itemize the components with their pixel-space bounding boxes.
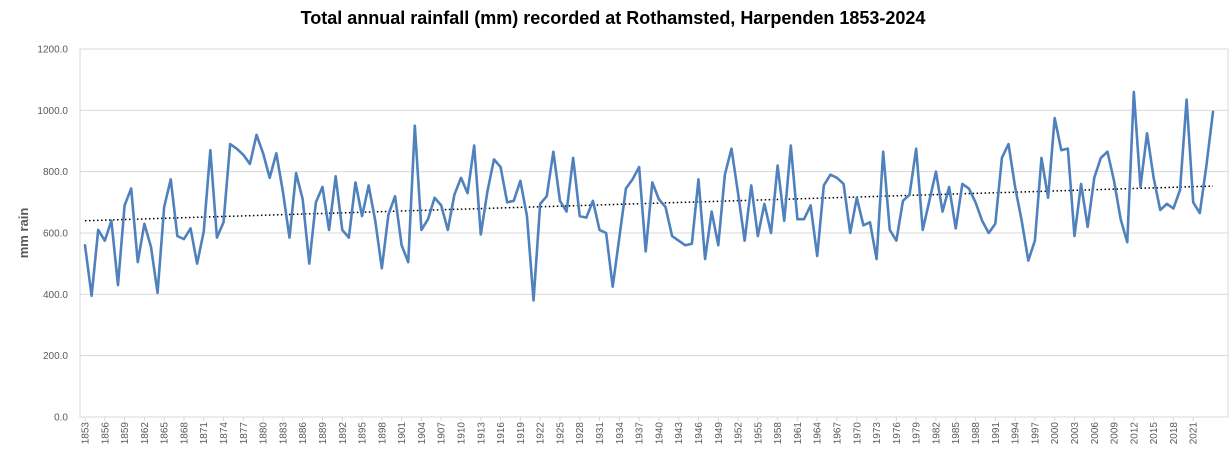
x-tick-label: 2003 [1070,422,1081,445]
x-tick-label: 1949 [714,422,725,445]
x-tick-label: 1892 [338,422,349,445]
y-axis-ticks: 0.0 200.0 400.0 600.0 800.0 1000.0 1200.0 [37,45,68,424]
x-tick-label: 1856 [100,422,111,445]
x-tick-label: 1853 [81,422,92,445]
x-tick-label: 2021 [1189,422,1200,445]
x-tick-label: 1940 [654,422,665,445]
y-axis-label: mm rain [16,208,31,259]
chart-title: Total annual rainfall (mm) recorded at R… [300,8,926,28]
x-tick-label: 1880 [259,422,270,445]
x-tick-label: 1862 [140,422,151,445]
x-tick-label: 1946 [694,422,705,445]
y-tick-label: 800.0 [43,167,68,178]
y-tick-label: 1200.0 [37,45,68,56]
x-tick-label: 2000 [1050,422,1061,445]
x-tick-label: 1865 [160,422,171,445]
x-tick-label: 1991 [991,422,1002,445]
x-tick-label: 1910 [457,422,468,445]
x-tick-label: 1937 [635,422,646,445]
x-tick-label: 1970 [852,422,863,445]
x-tick-label: 2012 [1129,422,1140,445]
x-tick-label: 1982 [931,422,942,445]
x-tick-label: 1898 [377,422,388,445]
y-tick-label: 600.0 [43,229,68,240]
x-tick-label: 1931 [595,422,606,445]
series-layer [83,90,1215,302]
x-tick-label: 1877 [239,422,250,445]
x-tick-label: 1952 [734,422,745,445]
x-tick-label: 1919 [516,422,527,445]
x-tick-label: 1958 [773,422,784,445]
x-axis-ticks: 1853 1856 1859 1862 1865 1868 1871 1874 1877 1880… [81,417,1200,444]
x-tick-label: 2015 [1149,422,1160,445]
x-tick-label: 1913 [476,422,487,445]
x-tick-label: 1871 [199,422,210,445]
x-tick-label: 1928 [575,422,586,445]
x-tick-label: 1895 [358,422,369,445]
x-tick-label: 1925 [555,422,566,445]
x-tick-label: 1886 [298,422,309,445]
x-tick-label: 1973 [872,422,883,445]
x-tick-label: 1868 [179,422,190,445]
x-tick-label: 1985 [951,422,962,445]
x-tick-label: 1889 [318,422,329,445]
y-tick-label: 400.0 [43,290,68,301]
series-line [83,90,1215,302]
x-tick-label: 1901 [397,422,408,445]
x-tick-label: 1961 [793,422,804,445]
x-tick-label: 1859 [120,422,131,445]
x-tick-label: 1922 [536,422,547,445]
x-tick-label: 1907 [437,422,448,445]
y-tick-label: 1000.0 [37,106,68,117]
x-tick-label: 1943 [674,422,685,445]
x-tick-label: 1997 [1030,422,1041,445]
x-tick-label: 1979 [912,422,923,445]
x-tick-label: 1964 [813,422,824,445]
y-tick-label: 0.0 [54,413,68,424]
x-tick-label: 1883 [278,422,289,445]
y-tick-label: 200.0 [43,351,68,362]
x-tick-label: 2018 [1169,422,1180,445]
x-tick-label: 1976 [892,422,903,445]
x-tick-label: 1988 [971,422,982,445]
x-tick-label: 2006 [1090,422,1101,445]
x-tick-label: 1967 [833,422,844,445]
x-tick-label: 1934 [615,422,626,445]
x-tick-label: 1994 [1011,422,1022,445]
x-tick-label: 1955 [753,422,764,445]
x-tick-label: 1874 [219,422,230,445]
x-tick-label: 1916 [496,422,507,445]
x-tick-label: 2009 [1110,422,1121,445]
x-tick-label: 1904 [417,422,428,445]
gridlines [80,48,1228,418]
